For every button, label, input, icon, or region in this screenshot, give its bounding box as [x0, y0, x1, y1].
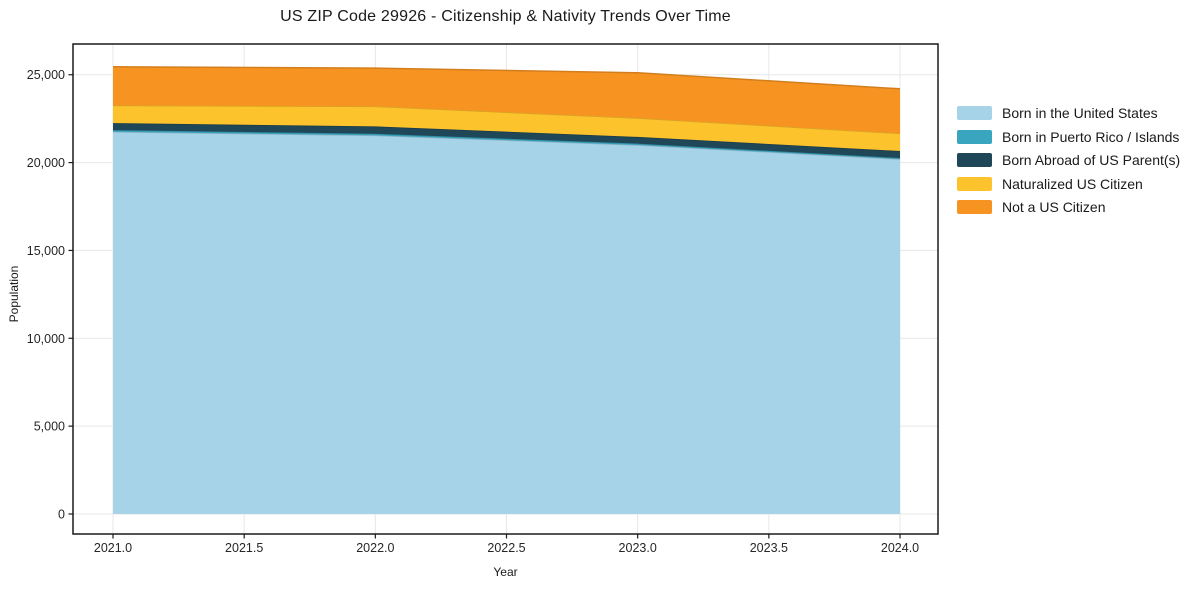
y-tick-label: 15,000	[27, 244, 65, 258]
legend-swatch	[957, 129, 992, 144]
legend: Born in the United States Born in Puerto …	[957, 105, 1181, 216]
y-axis-label: Population	[7, 265, 21, 323]
tick-labels: 0 5,000 10,000 15,000 20,000 25,000 2021.0 2021…	[27, 68, 919, 555]
x-tick-label: 2024.0	[881, 541, 919, 555]
legend-label: Born in the United States	[1002, 105, 1158, 122]
legend-swatch	[957, 106, 992, 121]
area-band	[113, 131, 900, 515]
x-tick-label: 2023.5	[750, 541, 788, 555]
plot-frame	[72, 43, 939, 535]
x-tick-label: 2021.5	[225, 541, 263, 555]
legend-label: Born Abroad of US Parent(s)	[1002, 152, 1181, 169]
stacked-areas	[112, 66, 901, 515]
area-band-edge	[112, 66, 901, 90]
x-axis-label: Year	[493, 565, 518, 579]
y-tick-label: 25,000	[27, 68, 65, 82]
x-tick-label: 2022.5	[487, 541, 525, 555]
legend-swatch	[957, 153, 992, 168]
x-tick-label: 2022.0	[356, 541, 394, 555]
legend-item: Born in the United States	[957, 105, 1180, 122]
legend-label: Not a US Citizen	[1002, 199, 1106, 216]
legend-item: Born in Puerto Rico / Islands	[957, 128, 1180, 145]
legend-item: Naturalized US Citizen	[957, 175, 1180, 192]
tick-marks	[68, 74, 901, 539]
x-tick-label: 2023.0	[619, 541, 657, 555]
y-tick-label: 10,000	[27, 332, 65, 346]
chart-title: US ZIP Code 29926 - Citizenship & Nativi…	[280, 8, 731, 25]
legend-item: Born Abroad of US Parent(s)	[957, 152, 1181, 169]
x-tick-label: 2021.0	[94, 541, 132, 555]
y-tick-label: 5,000	[34, 420, 65, 434]
y-tick-label: 20,000	[27, 156, 65, 170]
legend-swatch	[957, 176, 992, 191]
legend-label: Naturalized US Citizen	[1002, 175, 1143, 192]
y-tick-label: 0	[58, 507, 65, 521]
legend-swatch	[957, 200, 992, 215]
area-band	[113, 66, 900, 134]
area-band	[113, 105, 900, 151]
legend-item: Not a US Citizen	[957, 199, 1180, 216]
legend-label: Born in Puerto Rico / Islands	[1002, 128, 1180, 145]
area-band	[113, 123, 900, 158]
